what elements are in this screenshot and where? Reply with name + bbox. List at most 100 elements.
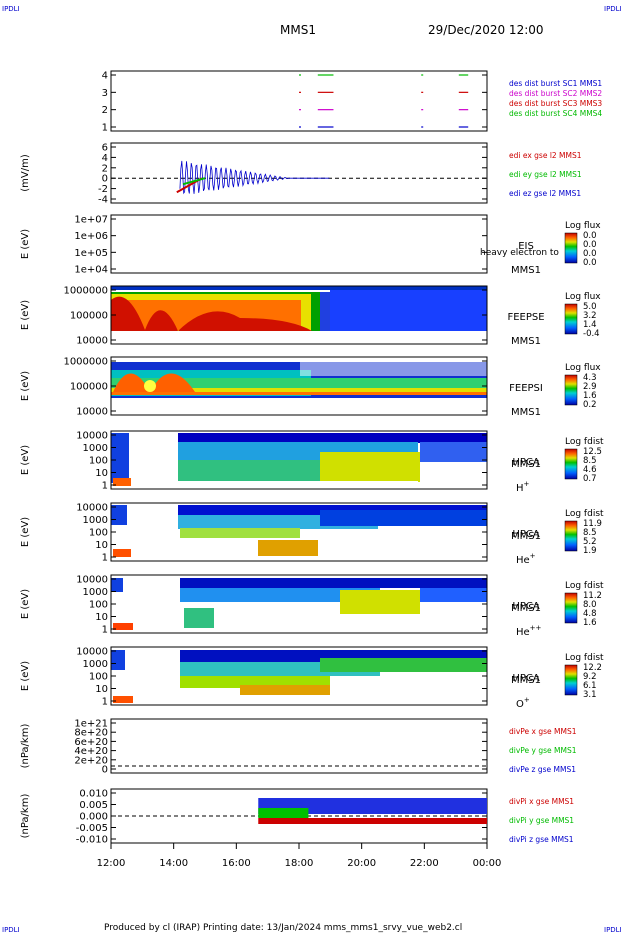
ytick-label: 4 (102, 153, 108, 164)
ylabel: E (eV) (20, 445, 31, 475)
ytick-label: 10000 (76, 575, 108, 586)
instrument-label: EIS (518, 241, 534, 252)
ytick-label: 0.005 (79, 800, 108, 811)
colorbar-tick: 1.6 (583, 391, 597, 401)
spacecraft-label: MMS1 (511, 603, 541, 614)
colorbar-tick: 1.4 (583, 320, 597, 330)
legend-entry: edi ey gse l2 MMS1 (509, 170, 582, 179)
colorbar-tick: 8.5 (583, 528, 597, 538)
ytick-label: 1000000 (63, 357, 108, 368)
instrument-label: HPCA (512, 601, 540, 612)
ylabel: E (eV) (20, 589, 31, 619)
divpi-z-trace (258, 798, 487, 814)
instrument-label: HPCA (512, 529, 540, 540)
ytick-label: 8e+20 (74, 728, 108, 739)
corner-label-top-left: IPDLI (2, 5, 20, 13)
instrument-label: FEEPSI (509, 383, 543, 394)
hpca-he2-spectrogram (111, 578, 487, 630)
feepsi-spectrogram (111, 358, 487, 398)
time-tick-label: 20:00 (347, 858, 376, 869)
colorbar-tick: 8.0 (583, 600, 597, 610)
legend-entry: des dist burst SC4 MMS4 (509, 109, 602, 118)
ytick-label: 1 (102, 481, 108, 492)
panel-frame (110, 142, 488, 204)
ytick-label: 4e+20 (74, 746, 108, 757)
ytick-label: 2 (102, 163, 108, 174)
ytick-label: 1 (102, 697, 108, 708)
species-label: O+ (516, 696, 530, 710)
ytick-label: 10000 (76, 336, 108, 347)
spacecraft-label: MMS1 (511, 459, 541, 470)
ytick-label: 100 (89, 672, 108, 683)
colorbar-tick: 1.6 (583, 618, 597, 628)
spacecraft-label: MMS1 (511, 407, 541, 418)
spacecraft-label: MMS1 (511, 265, 541, 276)
instrument-label: FEEPSE (507, 312, 544, 323)
ytick-label: 2e+20 (74, 755, 108, 766)
ytick-label: 100 (89, 456, 108, 467)
panel-feeps-ions: 1000000 100000 10000 E (eV) FEEPSI MMS1 Log fl… (20, 356, 601, 418)
colorbar-title: Log fdist (565, 653, 604, 663)
corner-label-bottom-right: IPDLI (604, 926, 622, 934)
ytick-label: -2 (98, 184, 108, 195)
ylabel: (nPa/km) (20, 724, 31, 769)
ytick-label: 1 (102, 123, 108, 134)
ylabel: (mV/m) (20, 154, 31, 192)
ytick-label: 4 (102, 71, 108, 82)
ytick-label: 100 (89, 600, 108, 611)
ytick-label: 3 (102, 88, 108, 99)
colorbar-tick: 11.9 (583, 519, 602, 529)
hpca-he-spectrogram (111, 505, 487, 557)
ytick-label: 10 (95, 684, 108, 695)
ytick-label: 0.010 (79, 789, 108, 800)
panel-frame (110, 718, 488, 774)
colorbar (564, 374, 578, 406)
legend-entry: edi ez gse l2 MMS1 (509, 189, 581, 198)
feepse-spectrogram (111, 286, 487, 334)
ytick-label: 100000 (70, 311, 108, 322)
ytick-label: 6 (102, 143, 108, 154)
time-tick-label: 12:00 (97, 858, 126, 869)
footer-credits: Produced by cl (IRAP) Printing date: 13/… (104, 923, 462, 933)
colorbar (564, 448, 578, 480)
legend-entry: divPi z gse MMS1 (509, 835, 574, 844)
ytick-label: 10000 (76, 647, 108, 658)
colorbar-tick: 4.8 (583, 609, 597, 619)
ylabel: E (eV) (20, 661, 31, 691)
ytick-label: 10000 (76, 431, 108, 442)
colorbar-tick: 0.0 (583, 240, 597, 250)
corner-label-bottom-left: IPDLI (2, 926, 20, 934)
colorbar-title: Log fdist (565, 581, 604, 591)
time-tick-label: 14:00 (159, 858, 188, 869)
colorbar-tick: 5.0 (583, 302, 597, 312)
colorbar-title: Log flux (565, 221, 601, 231)
colorbar-tick: 6.1 (583, 681, 597, 691)
ytick-label: 10000 (76, 503, 108, 514)
colorbar-tick: 2.9 (583, 382, 597, 392)
ytick-label: 100000 (70, 382, 108, 393)
colorbar-tick: 4.6 (583, 465, 597, 475)
corner-label-top-right: IPDLI (604, 5, 622, 13)
panel-frame (110, 214, 488, 274)
time-tick-label: 18:00 (285, 858, 314, 869)
legend-entry: edi ex gse l2 MMS1 (509, 151, 582, 160)
ytick-label: -0.005 (76, 823, 108, 834)
species-label: He++ (516, 624, 542, 638)
spectrogram-imagery (111, 286, 487, 703)
overlay-text: heavy electron to (480, 248, 559, 258)
divpi-x-trace (258, 818, 487, 824)
instrument-label: HPCA (512, 457, 540, 468)
time-tick-label: 00:00 (473, 858, 502, 869)
species-label: He+ (516, 552, 536, 566)
colorbar-tick: 8.5 (583, 456, 597, 466)
colorbar-tick: 9.2 (583, 672, 597, 682)
colorbar (564, 520, 578, 552)
colorbar-tick: 0.0 (583, 231, 597, 241)
